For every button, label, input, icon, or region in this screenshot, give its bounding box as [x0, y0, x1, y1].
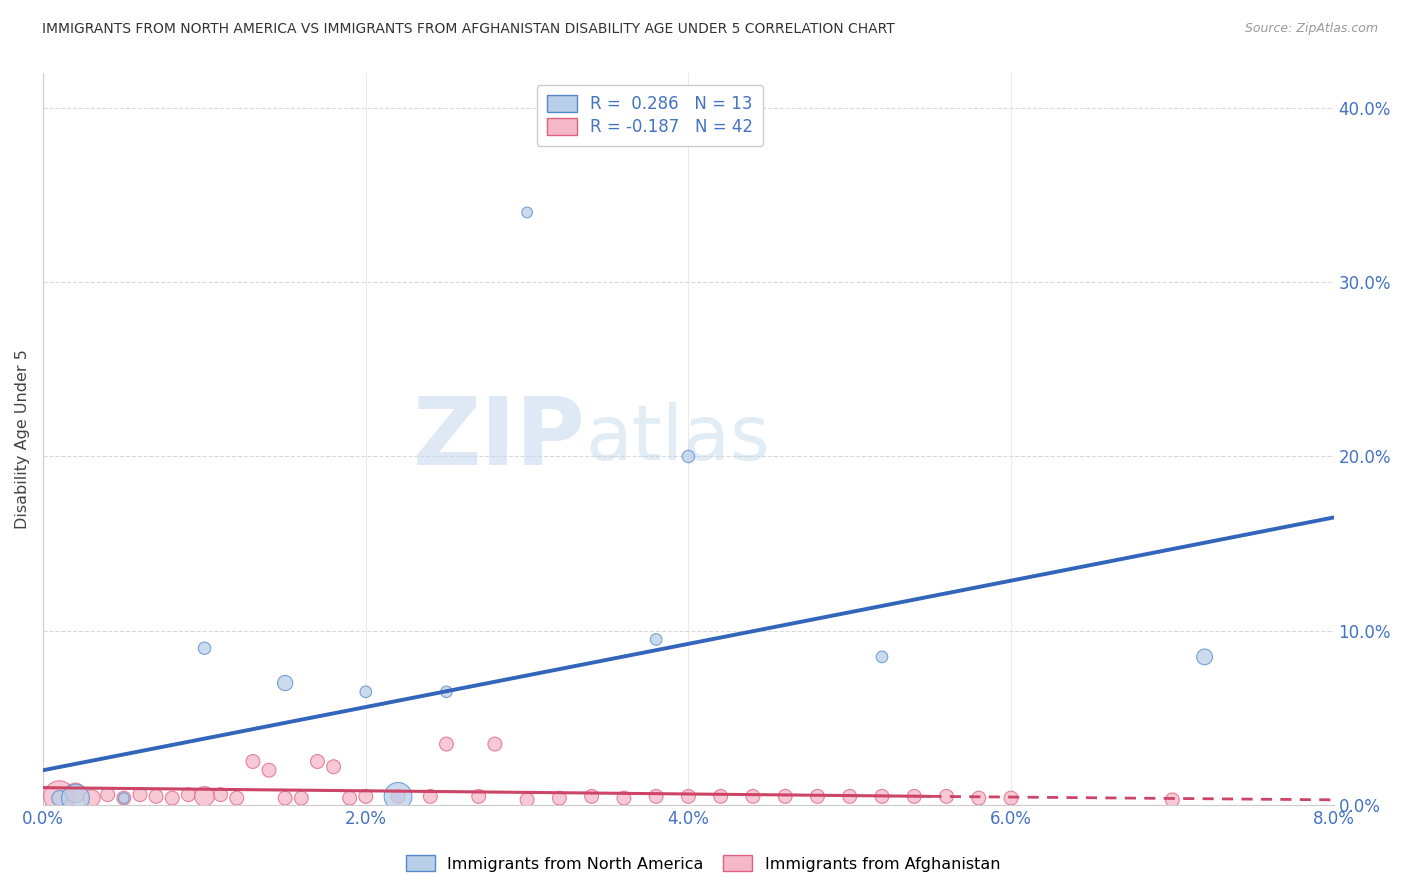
Point [274, 676, 297, 690]
Point [48, 791, 70, 805]
Point [935, 789, 957, 804]
Point [484, 737, 506, 751]
Text: IMMIGRANTS FROM NORTH AMERICA VS IMMIGRANTS FROM AFGHANISTAN DISABILITY AGE UNDE: IMMIGRANTS FROM NORTH AMERICA VS IMMIGRA… [42, 22, 896, 37]
Point [1161, 793, 1184, 807]
Point [193, 641, 215, 656]
Text: ZIP: ZIP [412, 393, 585, 485]
Point [1194, 649, 1216, 664]
Point [48, 789, 70, 804]
Legend: Immigrants from North America, Immigrants from Afghanistan: Immigrants from North America, Immigrant… [398, 847, 1008, 880]
Point [678, 450, 700, 464]
Point [112, 791, 135, 805]
Point [145, 789, 167, 804]
Point [581, 789, 603, 804]
Point [80, 791, 103, 805]
Point [387, 789, 409, 804]
Point [742, 789, 765, 804]
Point [307, 755, 329, 769]
Point [773, 789, 796, 804]
Point [870, 649, 893, 664]
Point [806, 789, 828, 804]
Point [1000, 791, 1022, 805]
Point [645, 789, 668, 804]
Point [257, 763, 280, 777]
Point [710, 789, 733, 804]
Point [516, 205, 538, 219]
Point [65, 786, 87, 800]
Point [387, 789, 409, 804]
Point [290, 791, 312, 805]
Point [97, 788, 120, 802]
Point [838, 789, 860, 804]
Point [903, 789, 925, 804]
Point [516, 793, 538, 807]
Point [354, 685, 377, 699]
Point [112, 791, 135, 805]
Point [209, 788, 232, 802]
Point [645, 632, 668, 647]
Point [129, 788, 152, 802]
Point [419, 789, 441, 804]
Point [322, 760, 344, 774]
Point [436, 737, 458, 751]
Point [339, 791, 361, 805]
Point [354, 789, 377, 804]
Point [65, 791, 87, 805]
Point [678, 789, 700, 804]
Point [177, 788, 200, 802]
Text: atlas: atlas [585, 402, 770, 476]
Point [242, 755, 264, 769]
Point [548, 791, 571, 805]
Legend: R =  0.286   N = 13, R = -0.187   N = 42: R = 0.286 N = 13, R = -0.187 N = 42 [537, 85, 763, 146]
Point [274, 791, 297, 805]
Point [613, 791, 636, 805]
Text: Source: ZipAtlas.com: Source: ZipAtlas.com [1244, 22, 1378, 36]
Point [225, 791, 247, 805]
Point [162, 791, 184, 805]
Point [967, 791, 990, 805]
Point [193, 789, 215, 804]
Point [467, 789, 489, 804]
Point [436, 685, 458, 699]
Y-axis label: Disability Age Under 5: Disability Age Under 5 [15, 349, 30, 529]
Point [870, 789, 893, 804]
